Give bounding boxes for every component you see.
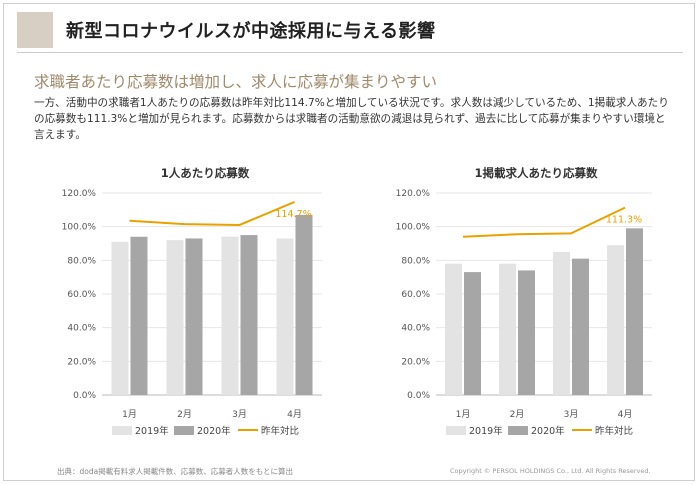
chart-2-category-label: 1月 — [456, 409, 471, 420]
chart-1-category-label: 1月 — [122, 409, 137, 420]
chart-1-ytick-label: 120.0% — [62, 189, 97, 199]
chart-1-ytick-label: 100.0% — [62, 223, 97, 233]
chart-2-ytick-label: 20.0% — [401, 357, 430, 367]
chart-2-ytick-label: 60.0% — [401, 290, 430, 300]
chart-1-category-label: 4月 — [287, 409, 302, 420]
chart-1-category-label: 3月 — [232, 409, 247, 420]
chart-2-ytick-label: 120.0% — [396, 189, 431, 199]
chart-1-bar-2020 — [240, 235, 258, 395]
chart-1-bar-2019 — [276, 238, 294, 395]
header-divider — [17, 52, 683, 53]
chart-2-title: 1掲載求人あたり応募数 — [474, 166, 598, 180]
chart-2-data-label: 111.3% — [606, 215, 642, 226]
chart-1-legend-2019: 2019年 — [135, 425, 169, 437]
chart-1-legend-2020: 2020年 — [197, 425, 231, 437]
chart-1-line-yoy — [129, 200, 295, 226]
page-title: 新型コロナウイルスが中途採用に与える影響 — [66, 21, 436, 42]
chart-1-bar-2019 — [166, 240, 184, 395]
chart-1-bar-2020 — [295, 214, 313, 395]
chart-1-bar-2020 — [185, 238, 203, 395]
chart-2-bar-2019 — [445, 263, 462, 395]
chart-1-legend-swatch-2019 — [112, 426, 132, 435]
chart-2-bar-2020 — [464, 272, 481, 395]
chart-2-legend-yoy: 昨年対比 — [595, 425, 633, 437]
chart-2-category-label: 2月 — [510, 409, 525, 420]
chart-2-bar-2020 — [626, 228, 643, 395]
chart-1-ytick-label: 20.0% — [67, 357, 96, 367]
copyright-note: Copyright © PERSOL HOLDINGS Co., Ltd. Al… — [450, 467, 651, 475]
chart-2-bar-2019 — [607, 245, 624, 395]
slide-frame — [3, 3, 695, 481]
chart-1-category-label: 2月 — [177, 409, 192, 420]
chart-1-legend-yoy: 昨年対比 — [261, 425, 299, 437]
chart-1-ytick-label: 60.0% — [67, 290, 96, 300]
chart-1-ytick-label: 80.0% — [67, 256, 96, 266]
chart-2-bar-2020 — [518, 270, 535, 395]
chart-2-legend-swatch-2020 — [508, 426, 528, 435]
chart-1-bar-2019 — [111, 241, 129, 395]
chart-2-bar-2020 — [572, 258, 589, 395]
chart-2-ytick-label: 100.0% — [396, 223, 431, 233]
header-square-decoration — [17, 12, 53, 48]
chart-2-line-yoy — [462, 206, 626, 238]
chart-2-bar-2019 — [499, 263, 516, 395]
chart-2-legend-2020: 2020年 — [531, 425, 565, 437]
body-paragraph: 一方、活動中の求職者1人あたりの応募数は昨年対比114.7%と増加している状況で… — [34, 97, 669, 141]
chart-1-title: 1人あたり応募数 — [160, 166, 250, 180]
chart-1-ytick-label: 40.0% — [67, 324, 96, 334]
chart-2-legend-swatch-2019 — [446, 426, 466, 435]
chart-2-ytick-label: 80.0% — [401, 256, 430, 266]
chart-2-bar-2019 — [553, 251, 570, 395]
source-note: 出典：doda掲載有料求人掲載件数、応募数、応募者人数をもとに算出 — [57, 467, 294, 476]
chart-2-ytick-label: 0.0% — [407, 391, 430, 401]
chart-2-ytick-label: 40.0% — [401, 324, 430, 334]
chart-2-legend-2019: 2019年 — [469, 425, 503, 437]
subheading: 求職者あたり応募数は増加し、求人に応募が集まりやすい — [34, 73, 438, 91]
chart-1-bar-2019 — [221, 236, 239, 395]
chart-1-data-label: 114.7% — [275, 209, 311, 220]
chart-1-legend-swatch-2020 — [174, 426, 194, 435]
chart-1-bar-2020 — [130, 236, 148, 395]
chart-2-category-label: 4月 — [618, 409, 633, 420]
chart-2-category-label: 3月 — [564, 409, 579, 420]
chart-1-ytick-label: 0.0% — [73, 391, 96, 401]
